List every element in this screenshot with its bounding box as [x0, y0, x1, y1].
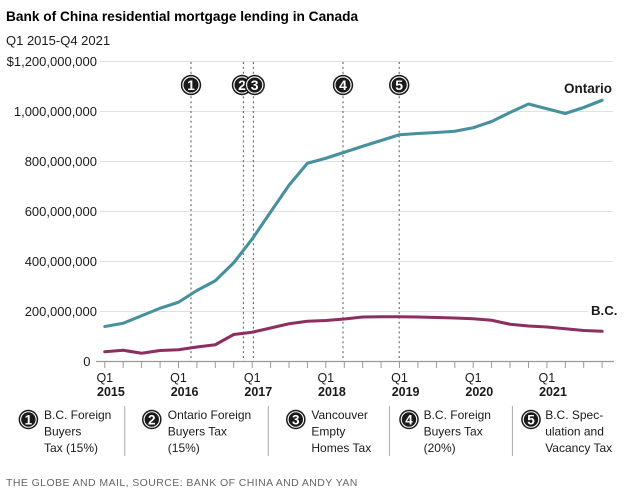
svg-text:2017: 2017: [244, 385, 272, 399]
svg-text:4: 4: [339, 77, 347, 93]
svg-text:(15%): (15%): [168, 441, 200, 455]
svg-text:Q1: Q1: [391, 371, 408, 385]
svg-text:200,000,000: 200,000,000: [25, 304, 97, 319]
svg-text:Q1: Q1: [317, 371, 334, 385]
svg-text:Homes Tax: Homes Tax: [311, 441, 371, 455]
svg-text:Bank of China residential mort: Bank of China residential mortgage lendi…: [6, 9, 359, 24]
svg-text:1: 1: [25, 412, 33, 427]
svg-text:Tax (15%): Tax (15%): [44, 441, 98, 455]
svg-text:2016: 2016: [171, 385, 199, 399]
svg-text:$1,200,000,000: $1,200,000,000: [7, 54, 97, 69]
svg-text:Buyers Tax: Buyers Tax: [424, 425, 483, 439]
svg-text:B.C.: B.C.: [591, 303, 617, 318]
svg-text:2: 2: [238, 77, 246, 93]
svg-text:Q1: Q1: [465, 371, 482, 385]
svg-text:5: 5: [527, 412, 535, 427]
svg-text:2021: 2021: [539, 385, 567, 399]
svg-text:2020: 2020: [465, 385, 493, 399]
svg-text:Buyers Tax: Buyers Tax: [168, 425, 227, 439]
svg-text:THE GLOBE AND MAIL, SOURCE: BA: THE GLOBE AND MAIL, SOURCE: BANK OF CHIN…: [6, 477, 358, 489]
svg-text:Q1: Q1: [170, 371, 187, 385]
svg-text:Vancouver: Vancouver: [311, 408, 367, 422]
svg-text:0: 0: [83, 354, 90, 369]
svg-text:3: 3: [292, 412, 300, 427]
svg-text:400,000,000: 400,000,000: [25, 254, 97, 269]
svg-text:Ontario: Ontario: [564, 81, 612, 96]
svg-text:Q1: Q1: [539, 371, 556, 385]
svg-text:5: 5: [395, 77, 403, 93]
svg-text:(20%): (20%): [424, 441, 456, 455]
svg-text:Q1: Q1: [244, 371, 261, 385]
svg-text:2019: 2019: [392, 385, 420, 399]
svg-text:B.C. Spec-: B.C. Spec-: [545, 408, 603, 422]
svg-text:ulation and: ulation and: [545, 425, 604, 439]
svg-text:Q1: Q1: [96, 371, 113, 385]
svg-text:2015: 2015: [97, 385, 125, 399]
svg-text:B.C. Foreign: B.C. Foreign: [424, 408, 491, 422]
svg-text:Vacancy Tax: Vacancy Tax: [545, 441, 612, 455]
svg-text:Ontario Foreign: Ontario Foreign: [168, 408, 251, 422]
svg-text:Empty: Empty: [311, 425, 345, 439]
svg-text:Q1 2015-Q4 2021: Q1 2015-Q4 2021: [6, 33, 110, 48]
svg-text:2: 2: [148, 412, 156, 427]
svg-text:800,000,000: 800,000,000: [25, 154, 97, 169]
svg-text:3: 3: [251, 77, 259, 93]
svg-text:Buyers: Buyers: [44, 425, 81, 439]
svg-text:1: 1: [187, 77, 195, 93]
svg-text:B.C. Foreign: B.C. Foreign: [44, 408, 111, 422]
svg-text:4: 4: [405, 412, 413, 427]
svg-text:600,000,000: 600,000,000: [25, 204, 97, 219]
svg-text:1,000,000,000: 1,000,000,000: [14, 104, 97, 119]
svg-text:2018: 2018: [318, 385, 346, 399]
